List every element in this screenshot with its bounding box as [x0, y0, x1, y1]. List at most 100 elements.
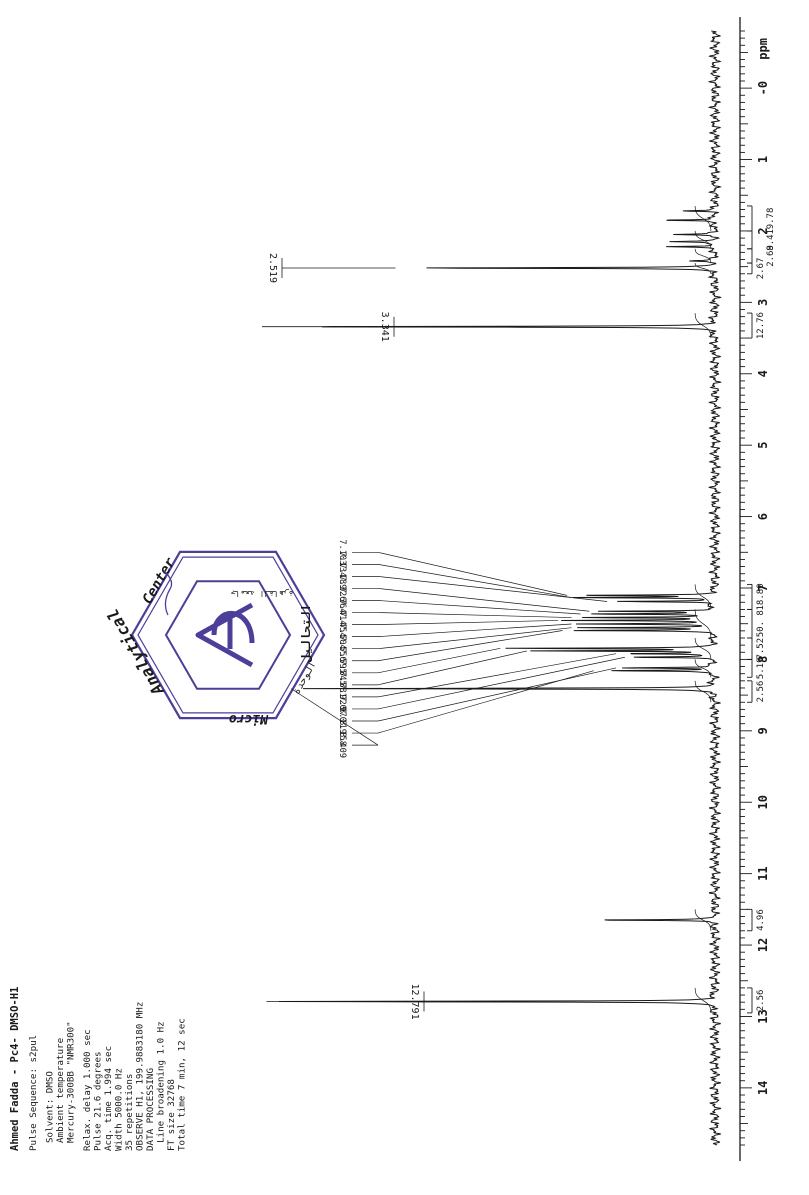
parameter-line: Mercury-300BB "NMR300" — [66, 1021, 77, 1143]
axis-tick-label: 9 — [756, 727, 770, 734]
integral-value: 18.80 — [756, 583, 766, 610]
integral-curve — [694, 609, 712, 639]
stamp-outer-hexagon — [130, 550, 326, 720]
aromatic-peak-label: 7.189 — [337, 563, 347, 589]
aromatic-peak-label: 7.845 — [337, 660, 347, 686]
aromatic-peak-label: 7.504 — [337, 624, 347, 650]
integral-curve — [694, 987, 712, 1013]
aromatic-peak-label: 7.414 — [337, 600, 347, 626]
axis-tick-label: 10 — [756, 795, 770, 809]
integral-curve — [694, 248, 712, 264]
integral-curve — [694, 205, 712, 231]
axis-tick-label: 6 — [756, 513, 770, 520]
axis-tick-label: 14 — [756, 1081, 770, 1095]
integral-value: 2.69 — [766, 245, 776, 267]
acquisition-parameters: Ahmed Fadda - Pc4- DMSO-H1 Pulse Sequence… — [9, 987, 188, 1151]
axis-tick-label: 1 — [756, 156, 770, 163]
aromatic-peak-label: 8.119 — [337, 708, 347, 734]
aromatic-peak-label: 7.881 — [337, 672, 347, 698]
integral-value: 50. 8 — [756, 610, 766, 637]
aromatic-label-leader — [377, 653, 617, 698]
aromatic-label-leader — [377, 600, 581, 615]
stamp-arabic-text: التحاليل — [299, 604, 313, 663]
integral-curve — [694, 313, 712, 339]
integral-value: 4.96 — [756, 909, 766, 931]
parameter-line: Pulse 21.6 degrees — [93, 1051, 104, 1151]
peak-label: 2.519 — [267, 253, 278, 283]
axis-tick-label: 3 — [756, 299, 770, 306]
aromatic-label-leader — [377, 670, 594, 734]
parameter-line: Total time 7 min, 12 sec — [177, 1018, 188, 1151]
aromatic-label-leader — [377, 576, 608, 602]
peak-label: 12.791 — [409, 983, 420, 1019]
aromatic-peak-label: 8.409 — [337, 732, 347, 758]
aromatic-peak-label: 7.134 — [337, 551, 347, 577]
integral-curve — [694, 680, 712, 703]
aromatic-label-leader — [377, 564, 572, 598]
parameter-line: Acq. time 1.994 sec — [103, 1046, 114, 1151]
aromatic-label-leader — [290, 688, 379, 746]
parameter-line: Solvent: DMSO — [45, 1071, 56, 1143]
stamp-arabic-university: جامعة القاهرة — [231, 589, 294, 598]
aromatic-label-leader — [377, 627, 572, 650]
parameter-line: 35 repetitions — [124, 1074, 135, 1151]
parameter-line: Relax. delay 1.000 sec — [82, 1029, 93, 1151]
aromatic-peak-label: 7.454 — [337, 612, 347, 638]
aromatic-peak-label: 8.158 — [337, 720, 347, 746]
integral-value: 12.76 — [756, 312, 766, 339]
aromatic-label-leader — [377, 650, 528, 686]
axis-tick-label: 11 — [756, 866, 770, 880]
parameter-line: Pulse Sequence: s2pul — [28, 1035, 39, 1151]
aromatic-peak-label: 7.556 — [337, 636, 347, 662]
spectrum-trace — [278, 30, 722, 1146]
parameter-line: FT size 32768 — [166, 1079, 177, 1151]
integral-curve — [694, 263, 712, 274]
integral-curve — [694, 659, 712, 678]
aromatic-label-leader — [377, 612, 572, 618]
axis-unit-label: ppm — [756, 38, 770, 60]
spectrum-title-text: Ahmed Fadda - Pc4- DMSO-H1 — [9, 987, 21, 1151]
stamp-text-analytical: Analytical — [103, 606, 168, 700]
aromatic-label-leader — [377, 620, 559, 625]
aromatic-peak-label: 7.103 — [337, 539, 347, 565]
stamp-monogram — [195, 602, 255, 668]
stamp-text-micro: Micro — [229, 711, 269, 726]
stamp-center-hexagon — [164, 580, 292, 690]
integral-curve — [694, 584, 712, 610]
aromatic-label-leader — [377, 647, 501, 674]
integral-value: 5.19 — [756, 657, 766, 679]
aromatic-peak-label: 7.920 — [337, 684, 347, 710]
aromatic-peak-label: 7.595 — [337, 648, 347, 674]
aromatic-peak-label: 7.970 — [337, 696, 347, 722]
aromatic-label-leader — [377, 656, 625, 710]
integral-value: 8.41 — [766, 229, 776, 251]
aromatic-label-leader — [377, 588, 590, 612]
integral-value: 2.56 — [756, 681, 766, 703]
integral-value: 7.52 — [756, 638, 766, 660]
aromatic-peak-label: 7.364 — [337, 588, 347, 614]
axis-tick-label: 12 — [756, 938, 770, 952]
integral-value: 9.78 — [766, 208, 776, 230]
axis-tick-label: 5 — [756, 442, 770, 449]
axis-tick-label: 7 — [756, 584, 770, 591]
stamp-signature — [163, 570, 173, 616]
aromatic-label-leader — [377, 667, 617, 722]
integral-curve — [694, 230, 712, 249]
parameter-line: OBSERVE H1, 199.9883180 MHz — [135, 1002, 146, 1151]
axis-tick-label: 4 — [756, 370, 770, 377]
integral-value: 2.67 — [756, 258, 766, 280]
aromatic-label-leader — [377, 623, 572, 637]
stamp-inner-border — [137, 556, 319, 714]
integral-curve — [694, 909, 712, 931]
integral-curve — [694, 637, 712, 660]
axis-tick-label: 2 — [756, 227, 770, 234]
parameter-line: Line broadening 1.0 Hz — [156, 1021, 167, 1143]
peak-label: 3.341 — [379, 312, 390, 342]
parameter-line: Ambient temperature — [55, 1038, 66, 1143]
aromatic-label-leader — [377, 630, 563, 662]
parameter-line: DATA PROCESSING — [145, 1068, 156, 1151]
aromatic-peak-label: 7.326 — [337, 576, 347, 602]
